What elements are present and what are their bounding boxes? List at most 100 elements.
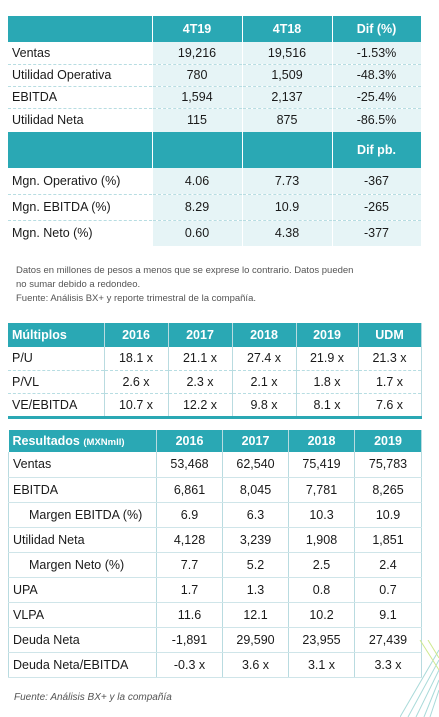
cell: 21.1 x (168, 347, 233, 371)
header-cell: 4T19 (152, 16, 243, 42)
cell: 10.9 (354, 502, 422, 528)
table-row: Deuda Neta -1,891 29,590 23,955 27,439 (8, 627, 422, 653)
cell: 27.4 x (232, 347, 297, 371)
footnote: Datos en millones de pesos a menos que s… (16, 264, 426, 306)
cell: 9.8 x (232, 393, 297, 417)
cell: 1.7 (156, 577, 223, 603)
cell: 4.06 (152, 168, 243, 195)
cell: 62,540 (222, 452, 289, 478)
subheader-row: Dif pb. (8, 132, 422, 168)
cell: 10.3 (288, 502, 355, 528)
footnote-source: Fuente: Análisis BX+ y reporte trimestra… (16, 293, 256, 304)
row-label: Deuda Neta (8, 627, 157, 653)
row-label: Mgn. Neto (%) (8, 220, 153, 246)
cell: 2,137 (242, 86, 333, 109)
footnote-line: Datos en millones de pesos a menos que s… (16, 265, 354, 276)
cell: 1.8 x (296, 370, 359, 394)
row-label: UPA (8, 577, 157, 603)
header-cell (152, 132, 243, 168)
cell: 53,468 (156, 452, 223, 478)
cell: -265 (332, 194, 422, 221)
cell: 1,908 (288, 527, 355, 553)
table-row: UPA 1.7 1.3 0.8 0.7 (8, 577, 422, 603)
source-note: Fuente: Análisis BX+ y la compañía (14, 692, 172, 703)
cell: 875 (242, 108, 333, 132)
cell: 19,516 (242, 42, 333, 65)
table-row: Deuda Neta/EBITDA -0.3 x 3.6 x 3.1 x 3.3… (8, 652, 422, 678)
cell: 3,239 (222, 527, 289, 553)
header-cell: 2016 (104, 323, 169, 347)
table-row: Mgn. Neto (%) 0.60 4.38 -377 (8, 220, 422, 246)
cell: 1,594 (152, 86, 243, 109)
table-row: Ventas 53,468 62,540 75,419 75,783 (8, 452, 422, 478)
cell: -1,891 (156, 627, 223, 653)
table-row: Ventas 19,216 19,516 -1.53% (8, 42, 422, 65)
cell: 1,509 (242, 64, 333, 87)
row-label: EBITDA (8, 86, 153, 109)
header-row: 4T19 4T18 Dif (%) (8, 16, 422, 42)
row-label: Margen Neto (%) (8, 552, 157, 578)
row-label: Margen EBITDA (%) (8, 502, 157, 528)
row-label: P/U (8, 347, 105, 371)
cell: -0.3 x (156, 652, 223, 678)
table-row: EBITDA 1,594 2,137 -25.4% (8, 86, 422, 109)
table-row: Utilidad Operativa 780 1,509 -48.3% (8, 64, 422, 87)
header-cell: Dif pb. (332, 132, 422, 168)
cell: 7.6 x (358, 393, 422, 417)
quarterly-results-table: 4T19 4T18 Dif (%) Ventas 19,216 19,516 -… (8, 16, 422, 246)
cell: 2.4 (354, 552, 422, 578)
cell: 4,128 (156, 527, 223, 553)
decorative-lines-graphic (400, 640, 439, 717)
cell: -25.4% (332, 86, 422, 109)
cell: -377 (332, 220, 422, 246)
cell: 115 (152, 108, 243, 132)
cell: 2.3 x (168, 370, 233, 394)
cell: 1.3 (222, 577, 289, 603)
cell: 10.7 x (104, 393, 169, 417)
cell: 7.7 (156, 552, 223, 578)
table-row: Margen Neto (%) 7.7 5.2 2.5 2.4 (8, 552, 422, 578)
row-label: Mgn. EBITDA (%) (8, 194, 153, 221)
row-label: VE/EBITDA (8, 393, 105, 417)
table-row: VLPA 11.6 12.1 10.2 9.1 (8, 602, 422, 628)
cell: 18.1 x (104, 347, 169, 371)
header-unit: (MXNmll) (83, 437, 125, 448)
cell: 4.38 (242, 220, 333, 246)
cell: 8,045 (222, 477, 289, 503)
row-label: Ventas (8, 42, 153, 65)
table-row: P/VL 2.6 x 2.3 x 2.1 x 1.8 x 1.7 x (8, 370, 422, 394)
header-row: Múltiplos 2016 2017 2018 2019 UDM (8, 323, 422, 347)
header-cell: 2019 (354, 430, 422, 452)
table-row: Margen EBITDA (%) 6.9 6.3 10.3 10.9 (8, 502, 422, 528)
cell: 11.6 (156, 602, 223, 628)
row-label: Deuda Neta/EBITDA (8, 652, 157, 678)
header-cell (242, 132, 333, 168)
header-cell: 2018 (288, 430, 355, 452)
header-cell: UDM (358, 323, 422, 347)
row-label: Ventas (8, 452, 157, 478)
multiples-table: Múltiplos 2016 2017 2018 2019 UDM P/U 18… (8, 323, 422, 419)
cell: 3.6 x (222, 652, 289, 678)
table-row: Utilidad Neta 4,128 3,239 1,908 1,851 (8, 527, 422, 553)
cell: 10.9 (242, 194, 333, 221)
cell: 21.9 x (296, 347, 359, 371)
cell: -48.3% (332, 64, 422, 87)
cell: 5.2 (222, 552, 289, 578)
row-label: EBITDA (8, 477, 157, 503)
cell: -1.53% (332, 42, 422, 65)
footnote-line: no sumar debido a redondeo. (16, 279, 141, 290)
cell: 29,590 (222, 627, 289, 653)
cell: 6,861 (156, 477, 223, 503)
header-cell: Múltiplos (8, 323, 105, 347)
header-cell: Dif (%) (332, 16, 422, 42)
annual-results-table: Resultados (MXNmll) 2016 2017 2018 2019 … (8, 430, 422, 678)
cell: 7.73 (242, 168, 333, 195)
table-row: EBITDA 6,861 8,045 7,781 8,265 (8, 477, 422, 503)
cell: 2.5 (288, 552, 355, 578)
cell: 12.2 x (168, 393, 233, 417)
header-cell: 4T18 (242, 16, 333, 42)
row-label: P/VL (8, 370, 105, 394)
table-row: P/U 18.1 x 21.1 x 27.4 x 21.9 x 21.3 x (8, 347, 422, 371)
cell: 75,419 (288, 452, 355, 478)
cell: 27,439 (354, 627, 422, 653)
